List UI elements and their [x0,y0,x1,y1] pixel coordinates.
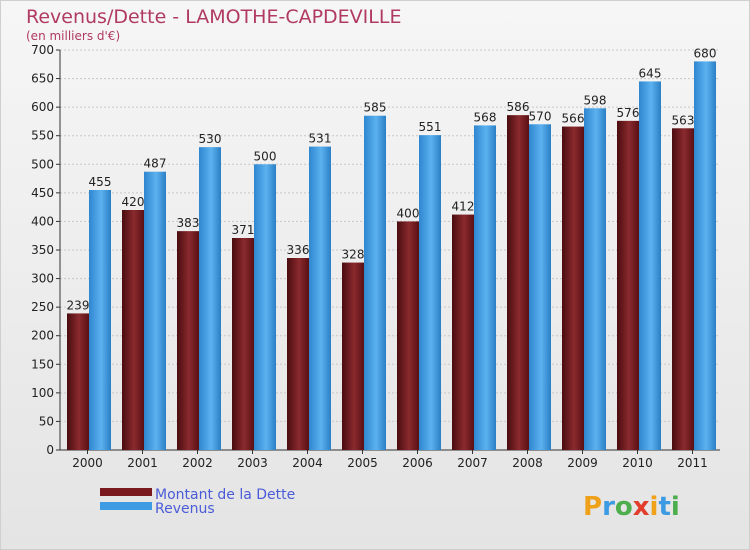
value-label-debt: 400 [397,206,420,220]
logo-letter: o [615,492,633,522]
bar-revenus [584,108,606,451]
x-tick-label: 2007 [457,456,488,470]
value-label-revenus: 645 [639,66,662,80]
legend-label-revenus: Revenus [155,501,215,517]
bar-debt [507,115,529,451]
logo-letter: i [671,492,680,522]
y-axis: 0 50 100 150 200 250 300 350 400 450 500 550 600 650 7… [31,43,720,457]
bar-revenus [309,146,331,451]
bar-revenus [254,164,276,451]
bar-revenus [529,124,551,451]
logo-letter: t [658,492,670,522]
chart-subtitle: (en milliers d'€) [26,29,120,43]
x-tick-label: 2001 [127,456,158,470]
bar-revenus [364,115,386,450]
value-label-debt: 328 [342,248,365,262]
bar-revenus [694,61,716,451]
logo-letter: r [602,492,615,522]
value-label-revenus: 531 [309,132,332,146]
value-label-revenus: 455 [89,175,112,189]
bar-revenus [144,171,166,450]
y-tick-label: 250 [31,300,54,314]
bar-debt [232,238,254,450]
logo-letter: P [583,492,602,522]
legend-swatch-debt [100,488,152,496]
x-tick-label: 2009 [567,456,598,470]
value-label-revenus: 585 [364,101,387,115]
x-tick-label: 2010 [622,456,653,470]
y-tick-label: 700 [31,43,54,57]
bar-debt [287,258,309,450]
x-tick-label: 2005 [347,456,378,470]
bar-debt [617,120,639,450]
value-label-debt: 371 [232,223,255,237]
legend-label-debt: Montant de la Dette [155,487,295,503]
y-tick-label: 500 [31,157,54,171]
x-tick-label: 2006 [402,456,433,470]
value-label-debt: 239 [67,298,90,312]
x-tick-label: 2000 [72,456,103,470]
legend-swatch-revenus [100,502,152,510]
bar-revenus [639,81,661,450]
bar-revenus [419,135,441,450]
y-tick-label: 400 [31,214,54,228]
value-label-revenus: 500 [254,149,277,163]
y-tick-label: 300 [31,272,54,286]
bar-debt [452,214,474,450]
x-axis: 2000 2001 2002 2003 2004 2005 2006 2007 2008 2009… [72,450,708,470]
value-label-revenus: 551 [419,120,442,134]
value-label-revenus: 530 [199,132,222,146]
bar-debt [122,210,144,450]
x-tick-label: 2003 [237,456,268,470]
value-label-debt: 412 [452,200,475,214]
bar-debt [562,126,584,451]
logo-letter: x [633,492,650,522]
proxiti-logo: Proxiti [583,492,680,522]
value-label-revenus: 570 [529,109,552,123]
bar-revenus [474,125,496,450]
value-label-debt: 383 [177,216,200,230]
x-tick-label: 2011 [677,456,708,470]
value-labels: 239 455 420 487 383 530 371 500 336 531 328 585 400 5… [67,46,717,312]
y-tick-label: 200 [31,329,54,343]
x-tick-label: 2004 [292,456,323,470]
value-label-debt: 563 [672,113,695,127]
bar-debt [67,313,89,450]
y-tick-label: 50 [39,414,54,428]
legend: Montant de la Dette Revenus [100,487,295,517]
value-label-debt: 336 [287,243,310,257]
value-label-debt: 586 [507,100,530,114]
y-tick-label: 150 [31,357,54,371]
value-label-debt: 420 [122,195,145,209]
chart-title: Revenus/Dette - LAMOTHE-CAPDEVILLE [26,6,401,28]
y-tick-label: 550 [31,129,54,143]
value-label-revenus: 598 [584,93,607,107]
value-label-debt: 576 [617,106,640,120]
y-tick-label: 0 [46,443,54,457]
value-label-revenus: 680 [694,46,717,60]
x-tick-label: 2008 [512,456,543,470]
y-tick-label: 450 [31,186,54,200]
value-label-debt: 566 [562,112,585,126]
bars [67,61,716,451]
bar-debt [397,221,419,450]
bar-debt [342,262,364,450]
x-tick-label: 2002 [182,456,213,470]
bar-revenus [89,190,111,450]
value-label-revenus: 568 [474,110,497,124]
bar-revenus [199,147,221,450]
logo-letter: i [650,492,659,522]
y-tick-label: 650 [31,72,54,86]
y-tick-label: 600 [31,100,54,114]
bar-debt [672,128,694,451]
bar-debt [177,231,199,450]
value-label-revenus: 487 [144,157,167,171]
y-tick-label: 100 [31,386,54,400]
y-tick-label: 350 [31,243,54,257]
